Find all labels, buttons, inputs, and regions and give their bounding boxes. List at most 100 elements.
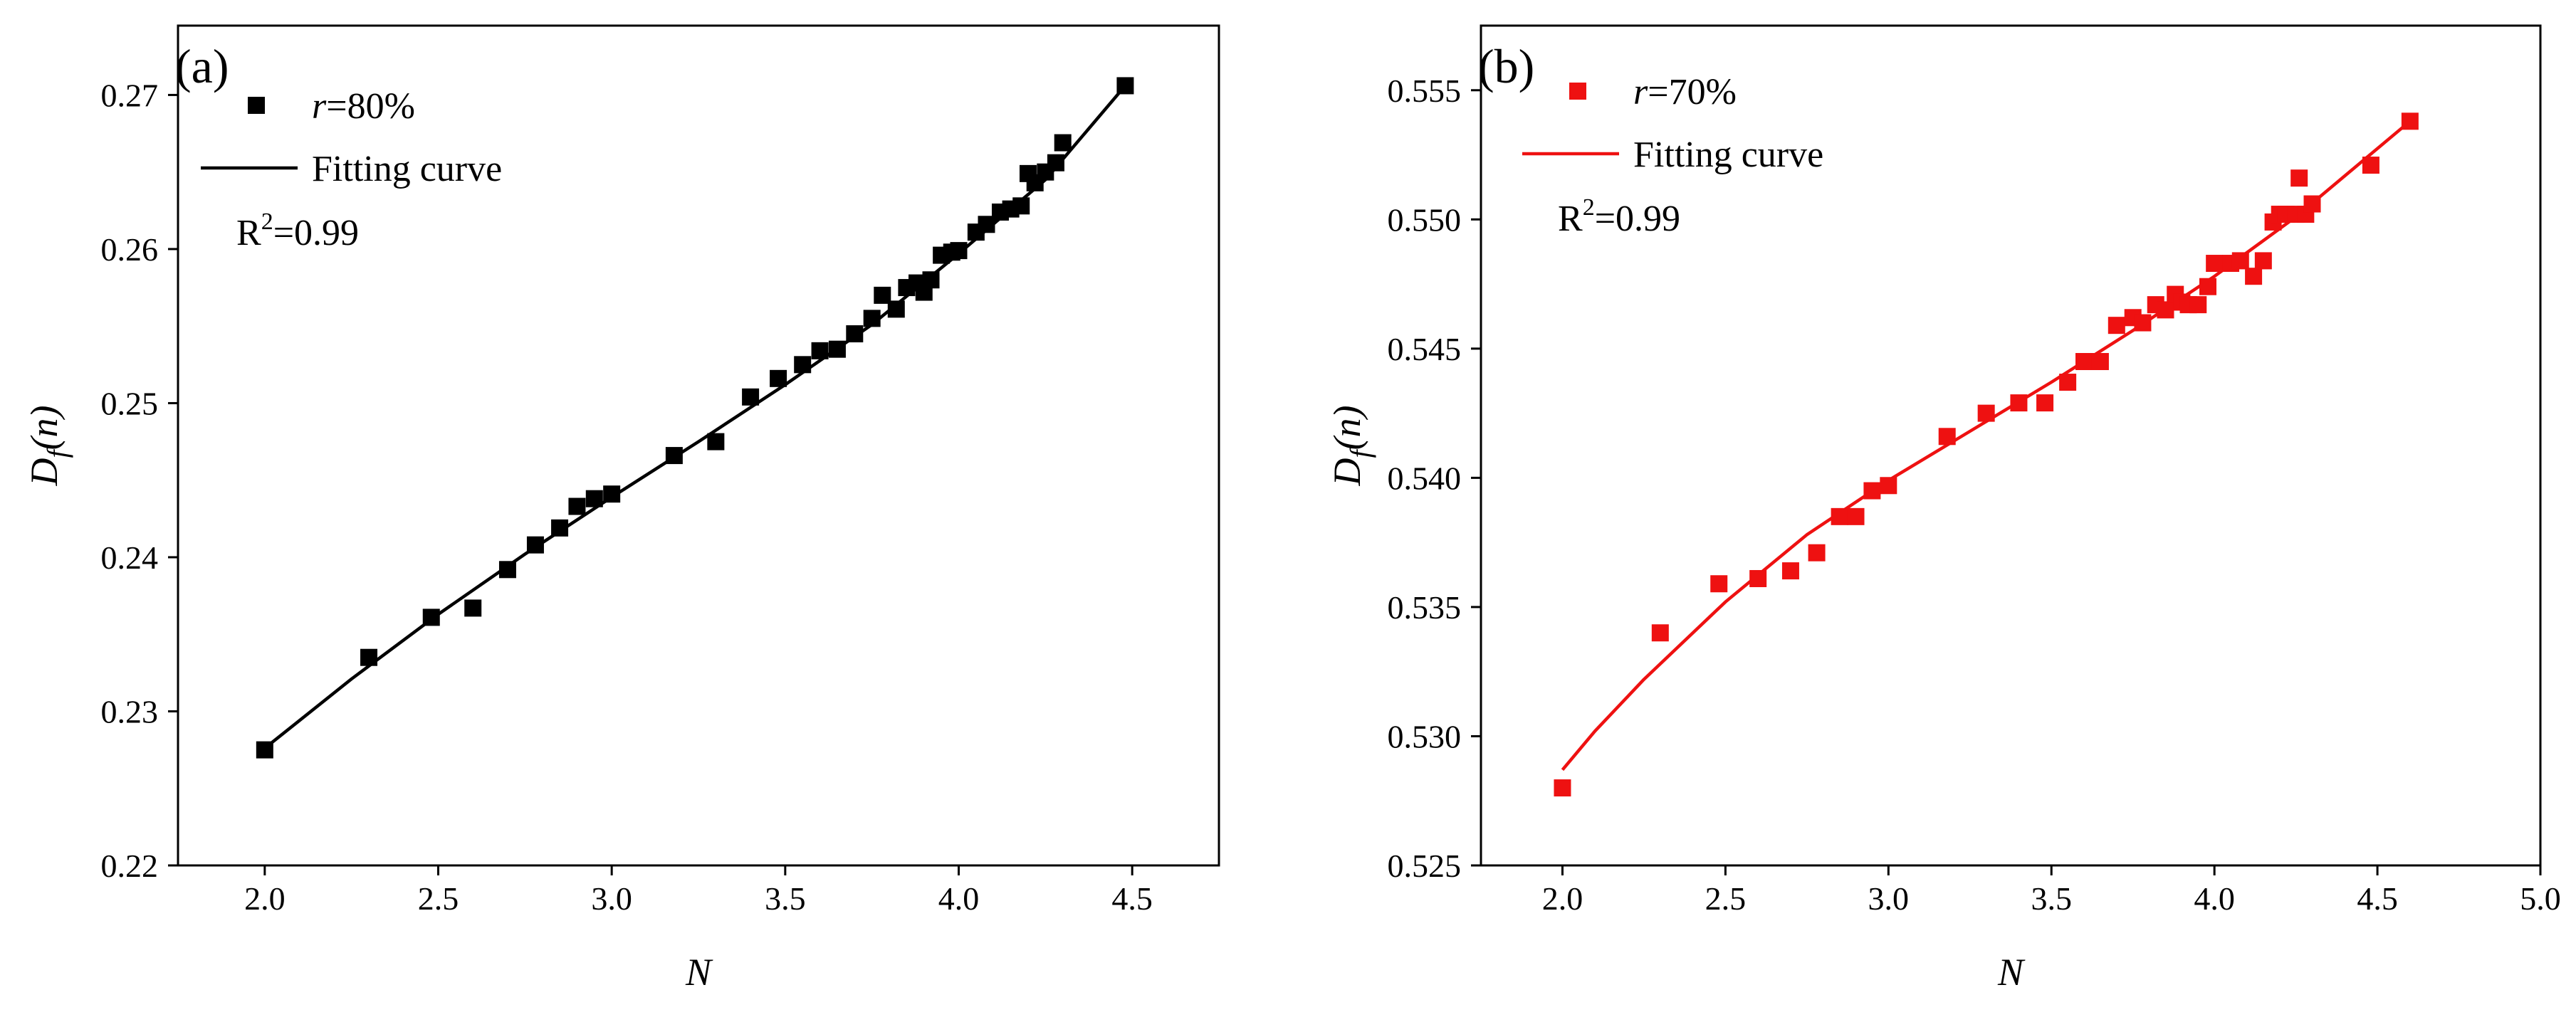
data-point xyxy=(1863,482,1881,500)
x-tick-label: 3.5 xyxy=(2031,880,2072,917)
data-point xyxy=(2231,252,2249,270)
x-tick-label: 2.0 xyxy=(244,880,286,917)
data-point xyxy=(1710,575,1728,593)
data-point xyxy=(526,536,544,554)
x-tick-label: 4.0 xyxy=(938,880,980,917)
r-squared-annotation: R2=0.99 xyxy=(236,209,359,253)
data-point xyxy=(256,741,273,759)
plot-frame xyxy=(1480,24,2542,867)
data-point xyxy=(2010,394,2028,412)
x-tick-label: 3.5 xyxy=(765,880,806,917)
panel-b: 2.0 2.5 3.0 3.5 4.0 4.5 5.0 0.525 0.530 0.535 0.54… xyxy=(1326,24,2561,994)
data-point xyxy=(2199,278,2216,295)
data-point xyxy=(2254,252,2272,270)
x-tick-label: 3.0 xyxy=(1868,880,1910,917)
data-point xyxy=(863,310,881,327)
data-point xyxy=(2075,353,2093,370)
data-point xyxy=(464,599,482,617)
x-tick-label: 3.0 xyxy=(591,880,632,917)
data-point xyxy=(603,485,621,503)
y-tick-label: 0.550 xyxy=(1388,201,1462,238)
data-point xyxy=(2189,296,2207,314)
y-tick-label: 0.23 xyxy=(101,693,159,729)
data-point xyxy=(1781,562,1799,580)
data-point xyxy=(2091,353,2109,370)
data-point xyxy=(1047,154,1064,172)
y-tick-label: 0.555 xyxy=(1388,73,1462,109)
legend-fit-label: Fitting curve xyxy=(312,149,502,189)
data-point xyxy=(811,342,829,359)
panel-a: 2.0 2.5 3.0 3.5 4.0 4.5 0.22 0.23 0.24 0.25 0.26 0.… xyxy=(23,24,1220,994)
y-tick-label: 0.545 xyxy=(1388,331,1462,367)
legend-series-label: r=70% xyxy=(1633,72,1737,112)
data-point xyxy=(828,340,846,358)
data-point xyxy=(568,497,586,515)
data-point xyxy=(1880,477,1897,495)
panel-label: (b) xyxy=(1478,39,1534,93)
data-point xyxy=(2134,314,2152,332)
data-point xyxy=(1938,428,1956,446)
data-point xyxy=(2157,301,2174,319)
y-tick-label: 0.27 xyxy=(101,77,159,113)
data-point xyxy=(2303,195,2321,213)
data-point xyxy=(794,356,812,374)
x-tick-label: 2.0 xyxy=(1542,880,1583,917)
data-point xyxy=(1847,507,1865,525)
data-point xyxy=(665,447,683,465)
data-point xyxy=(585,490,603,507)
data-point xyxy=(2206,255,2224,273)
x-tick-label: 2.5 xyxy=(1705,880,1747,917)
data-point xyxy=(2290,169,2308,187)
legend-series-label: r=80% xyxy=(312,86,415,127)
data-point xyxy=(1054,134,1072,152)
legend-fit-label: Fitting curve xyxy=(1633,135,1823,175)
data-point xyxy=(1012,197,1030,215)
panel-label: (a) xyxy=(175,39,229,93)
data-point xyxy=(950,242,968,260)
legend-marker xyxy=(1569,83,1586,100)
data-point xyxy=(887,300,905,318)
r-squared-annotation: R2=0.99 xyxy=(1558,194,1680,239)
data-point xyxy=(2401,112,2419,130)
y-tick-label: 0.25 xyxy=(101,385,159,421)
data-point xyxy=(1977,404,1995,422)
y-tick-label: 0.525 xyxy=(1388,848,1462,884)
x-tick-label: 4.5 xyxy=(1111,880,1153,917)
y-tick-label: 0.22 xyxy=(101,848,159,884)
data-point xyxy=(360,648,378,666)
y-tick-label: 0.540 xyxy=(1388,460,1462,496)
x-tick-label: 4.0 xyxy=(2194,880,2235,917)
data-point xyxy=(422,609,440,626)
data-point xyxy=(1749,569,1767,587)
data-point xyxy=(2108,317,2125,334)
y-axis-label: Df(n) xyxy=(1326,405,1376,486)
data-point xyxy=(707,433,725,451)
data-point xyxy=(922,271,940,289)
data-point xyxy=(1831,507,1848,525)
x-axis-label: N xyxy=(685,951,713,994)
data-point xyxy=(742,388,760,406)
x-tick-label: 4.5 xyxy=(2357,880,2398,917)
data-point xyxy=(2245,268,2263,285)
data-point xyxy=(498,561,516,579)
y-tick-label: 0.535 xyxy=(1388,589,1462,626)
y-tick-label: 0.530 xyxy=(1388,718,1462,754)
x-axis-label: N xyxy=(1997,951,2026,994)
y-tick-label: 0.26 xyxy=(101,231,159,268)
data-point xyxy=(2036,394,2054,412)
data-point xyxy=(1651,624,1669,642)
data-point xyxy=(1554,779,1571,797)
data-point xyxy=(1116,77,1134,95)
data-point xyxy=(551,519,569,537)
plot-frame xyxy=(177,24,1220,867)
data-point xyxy=(770,369,787,387)
x-tick-label: 2.5 xyxy=(418,880,459,917)
y-tick-label: 0.24 xyxy=(101,539,159,576)
data-point xyxy=(2362,157,2379,174)
data-point xyxy=(1808,544,1826,562)
legend-marker xyxy=(248,97,265,114)
data-point xyxy=(2059,374,2077,391)
data-point xyxy=(846,325,864,343)
x-tick-label: 5.0 xyxy=(2520,880,2561,917)
